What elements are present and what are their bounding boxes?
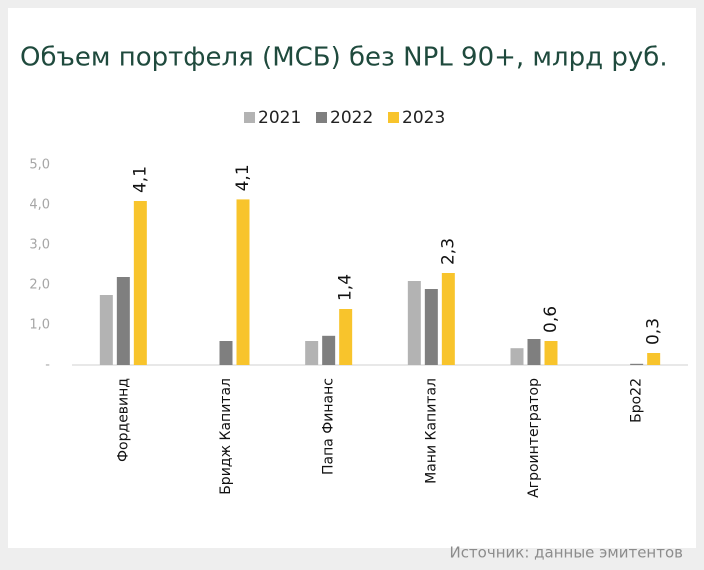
data-label: 4,1 bbox=[233, 164, 253, 191]
legend-swatch bbox=[244, 112, 255, 123]
bar bbox=[510, 348, 524, 365]
bar bbox=[527, 339, 541, 365]
bar bbox=[407, 281, 421, 365]
x-tick-label: Бридж Капитал bbox=[218, 378, 234, 495]
y-tick-label: 4,0 bbox=[29, 198, 50, 213]
data-label: 2,3 bbox=[438, 238, 458, 265]
bar bbox=[116, 277, 130, 365]
data-label: 0,3 bbox=[644, 318, 664, 345]
data-label: 0,6 bbox=[541, 306, 561, 333]
legend-label: 2021 bbox=[258, 108, 301, 128]
bar bbox=[647, 353, 661, 365]
legend-swatch bbox=[388, 112, 399, 123]
y-tick-label: 5,0 bbox=[29, 158, 50, 173]
bar bbox=[99, 295, 113, 365]
bar bbox=[322, 335, 336, 365]
bar bbox=[630, 363, 644, 365]
bar bbox=[339, 309, 353, 365]
bar bbox=[441, 273, 455, 365]
x-tick-label: Папа Финанс bbox=[321, 378, 337, 475]
legend-label: 2022 bbox=[330, 108, 373, 128]
bar bbox=[219, 341, 233, 365]
bar bbox=[305, 341, 319, 365]
bar bbox=[544, 341, 558, 365]
legend-label: 2023 bbox=[402, 108, 445, 128]
x-tick-label: Мани Капитал bbox=[423, 378, 439, 484]
y-tick-label: 2,0 bbox=[29, 278, 50, 293]
bar bbox=[424, 289, 438, 365]
y-tick-label: - bbox=[45, 358, 50, 373]
bar bbox=[133, 201, 147, 365]
x-tick-label: Агроинтегратор bbox=[526, 378, 542, 498]
source-note: Источник: данные эмитентов bbox=[449, 544, 683, 562]
data-label: 4,1 bbox=[130, 166, 150, 193]
legend-swatch bbox=[316, 112, 327, 123]
y-tick-label: 1,0 bbox=[29, 318, 50, 333]
data-label: 1,4 bbox=[336, 274, 356, 301]
bar bbox=[236, 199, 250, 365]
y-tick-label: 3,0 bbox=[29, 238, 50, 253]
x-tick-label: Бро22 bbox=[629, 378, 645, 423]
x-tick-label: Фордевинд bbox=[115, 378, 131, 462]
chart-title: Объем портфеля (МСБ) без NPL 90+, млрд р… bbox=[20, 43, 668, 73]
